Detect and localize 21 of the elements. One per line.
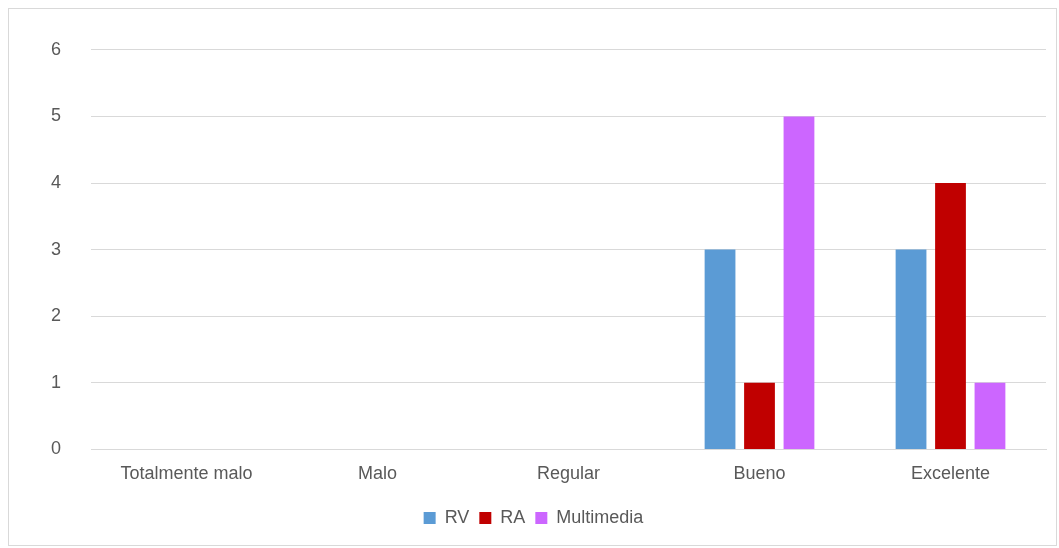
y-tick-label: 0 (51, 438, 62, 459)
y-tick-label: 6 (51, 38, 62, 59)
y-tick-label: 5 (51, 105, 62, 126)
y-tick-label: 2 (51, 305, 62, 326)
x-tick-label: Excelente (910, 463, 991, 484)
legend-label: Multimedia (556, 506, 645, 527)
bar (974, 382, 1006, 449)
legend-label: RA (500, 506, 526, 527)
y-tick-label: 4 (51, 171, 62, 192)
bar (895, 249, 927, 449)
legend-label: RV (444, 506, 470, 527)
x-tick-label: Regular (536, 463, 601, 484)
x-tick-label: Malo (358, 463, 398, 484)
x-tick-label: Bueno (733, 463, 786, 484)
bar (783, 116, 815, 449)
bar (744, 382, 775, 449)
y-tick-label: 1 (51, 371, 62, 392)
x-tick-label: Totalmente malo (120, 463, 253, 484)
bar (935, 183, 966, 449)
bar (704, 249, 736, 449)
y-tick-label: 3 (51, 238, 62, 259)
